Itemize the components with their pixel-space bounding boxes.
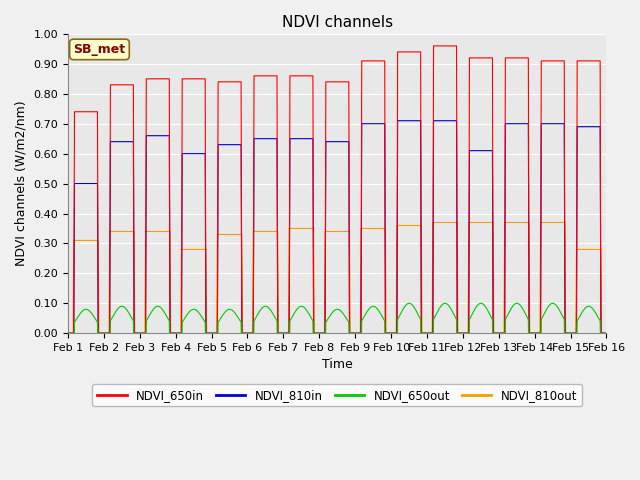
Y-axis label: NDVI channels (W/m2/nm): NDVI channels (W/m2/nm) xyxy=(15,101,28,266)
Legend: NDVI_650in, NDVI_810in, NDVI_650out, NDVI_810out: NDVI_650in, NDVI_810in, NDVI_650out, NDV… xyxy=(92,384,582,407)
Title: NDVI channels: NDVI channels xyxy=(282,15,393,30)
Text: SB_met: SB_met xyxy=(74,43,125,56)
X-axis label: Time: Time xyxy=(322,359,353,372)
